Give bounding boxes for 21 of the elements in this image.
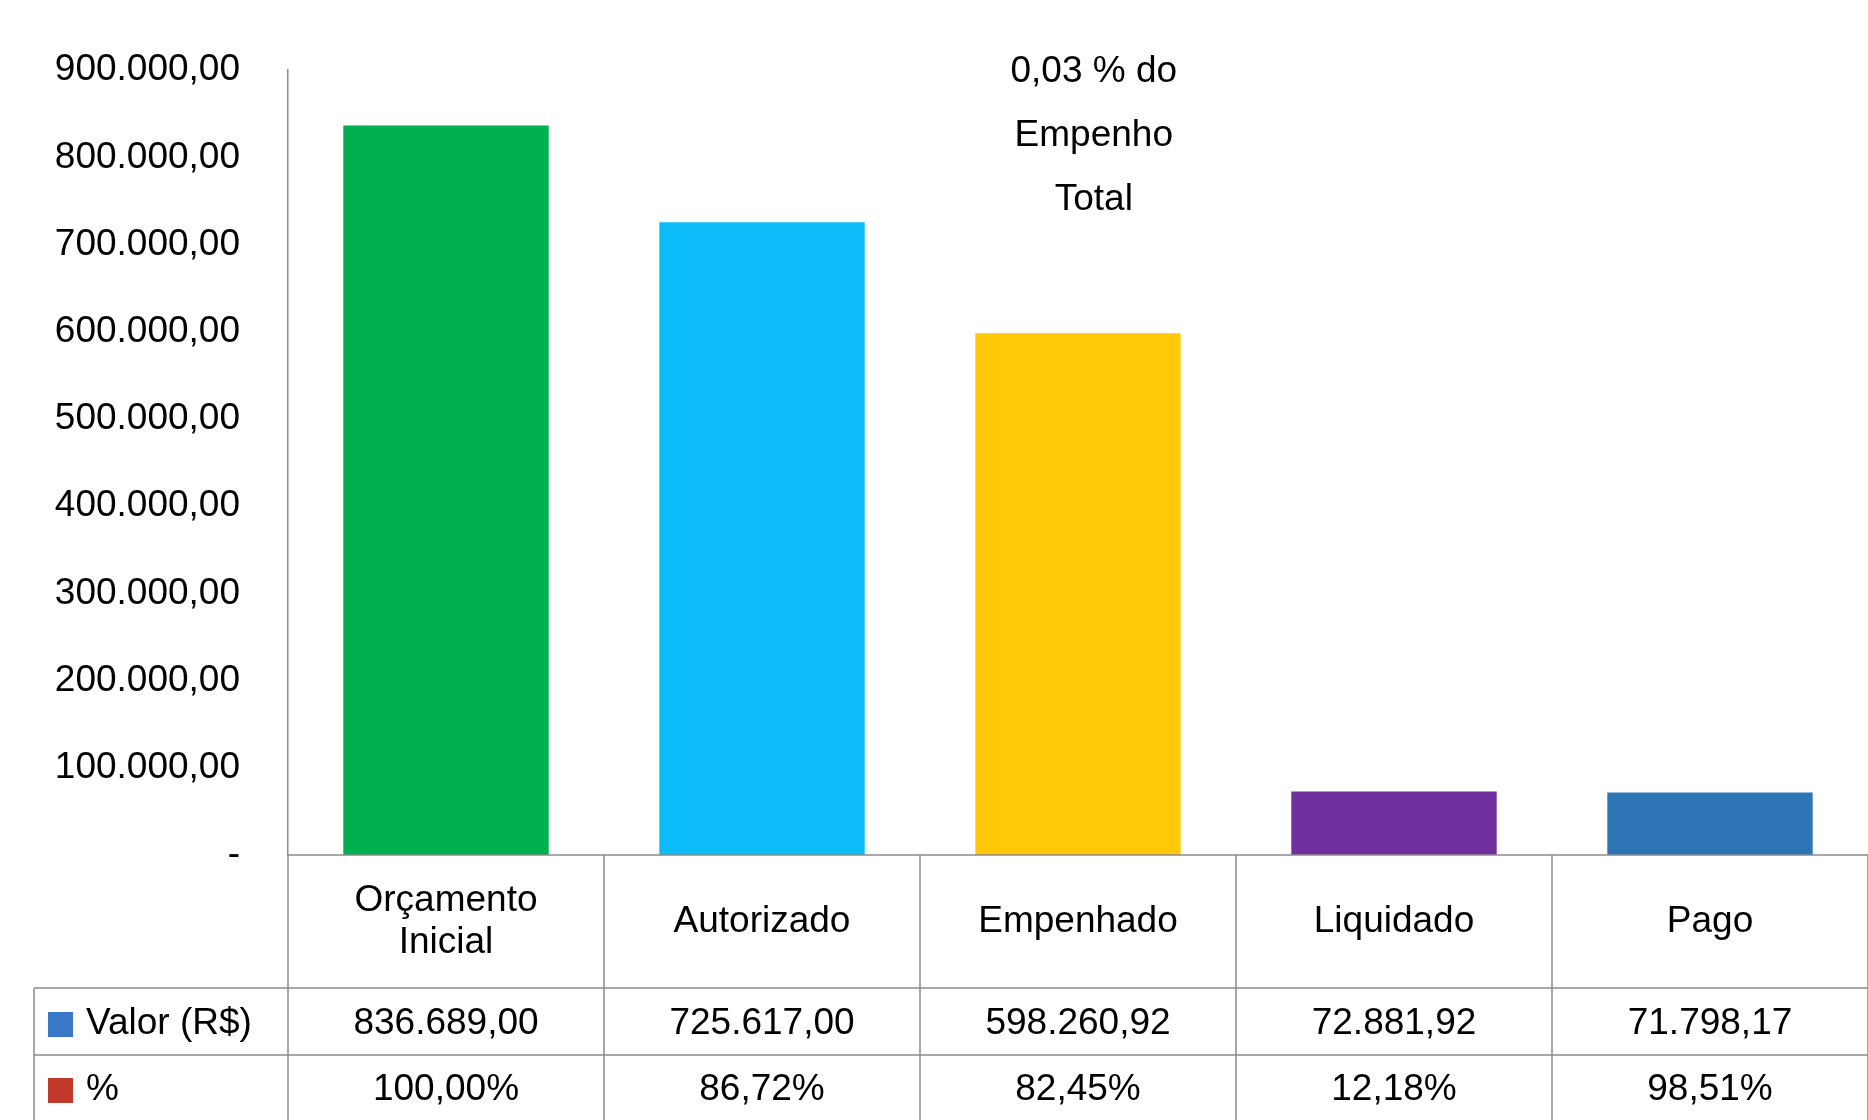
x-tick-label: Pago <box>1666 898 1754 940</box>
y-tick-label: 700.000,00 <box>54 221 240 263</box>
bar <box>343 125 549 855</box>
x-tick-label: Liquidado <box>1313 898 1475 940</box>
y-tick-label: 600.000,00 <box>54 309 240 350</box>
y-tick-label: 200.000,00 <box>54 657 240 699</box>
y-tick-label: 300.000,00 <box>54 570 240 612</box>
y-tick-label: 400.000,00 <box>54 483 240 525</box>
y-tick-label: - <box>227 832 240 874</box>
bar <box>659 222 865 855</box>
annotation: 0,03 % do Empenho Total <box>1010 49 1178 219</box>
y-tick-label: 100.000,00 <box>54 745 240 786</box>
bar <box>1607 792 1813 855</box>
bar <box>1291 791 1497 855</box>
x-tick-label: Orçamento Inicial <box>354 877 538 961</box>
x-tick-label: Empenhado <box>978 898 1178 940</box>
y-tick-label: 800.000,00 <box>54 134 240 176</box>
y-tick-label: 900.000,00 <box>54 47 240 89</box>
x-tick-label: Autorizado <box>673 898 851 940</box>
y-tick-label: 500.000,00 <box>54 396 240 438</box>
bar <box>975 333 1181 855</box>
